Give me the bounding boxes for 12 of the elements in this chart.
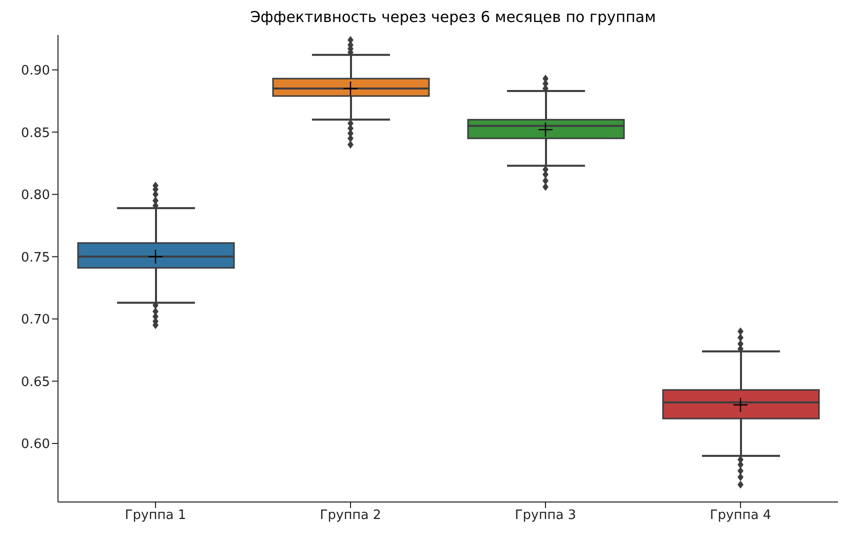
x-tick-label: Группа 4	[710, 508, 772, 524]
y-tick-label: 0.60	[21, 437, 50, 452]
x-tick-label: Группа 1	[124, 508, 186, 524]
y-tick-label: 0.65	[21, 374, 50, 390]
y-tick-label: 0.90	[21, 63, 50, 78]
y-tick-label: 0.75	[21, 250, 50, 266]
y-tick-label: 0.80	[21, 188, 50, 204]
x-tick-label: Группа 3	[514, 508, 576, 524]
y-tick-label: 0.85	[21, 126, 50, 141]
chart-title: Эффективность через через 6 месяцев по группам	[249, 8, 657, 26]
y-tick-label: 0.70	[21, 312, 50, 328]
x-tick-label: Группа 2	[320, 508, 382, 524]
